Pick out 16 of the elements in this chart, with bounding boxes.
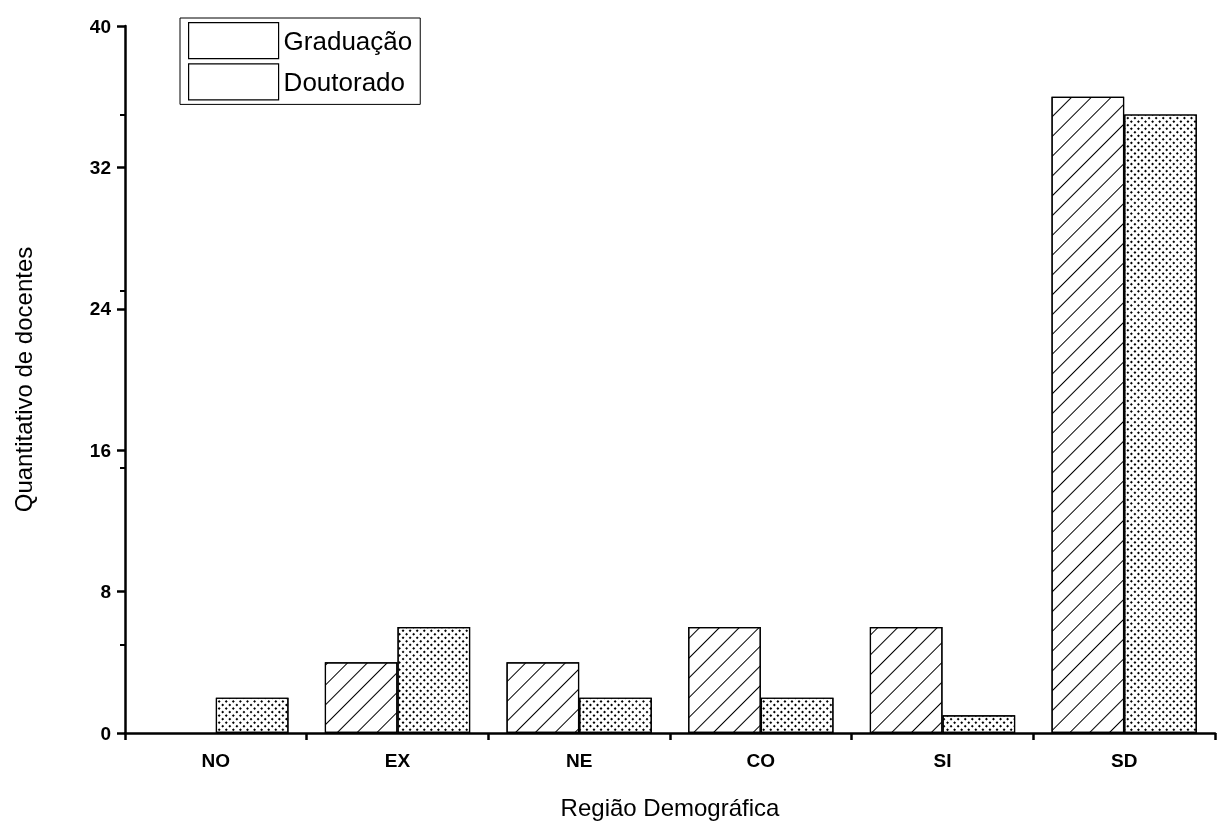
y-tick-label: 40 — [89, 15, 111, 37]
y-tick-label: 8 — [100, 581, 111, 603]
y-axis-title: Quantitativo de docentes — [9, 246, 37, 513]
x-axis-title: Região Demográfica — [560, 793, 781, 821]
y-tick-label: 24 — [89, 298, 112, 320]
x-tick-label: SD — [1110, 750, 1138, 771]
x-tick-label: NE — [565, 750, 593, 771]
y-tick-label: 32 — [89, 156, 111, 178]
x-tick-label: EX — [384, 750, 411, 771]
y-tick-label: 0 — [100, 722, 111, 744]
legend-label: Doutorado — [283, 66, 406, 97]
x-tick-label: NO — [201, 750, 231, 771]
y-tick-label: 16 — [89, 439, 111, 461]
x-tick-label: SI — [933, 750, 952, 771]
legend-label: Graduação — [283, 25, 413, 56]
x-tick-label: CO — [746, 750, 776, 771]
